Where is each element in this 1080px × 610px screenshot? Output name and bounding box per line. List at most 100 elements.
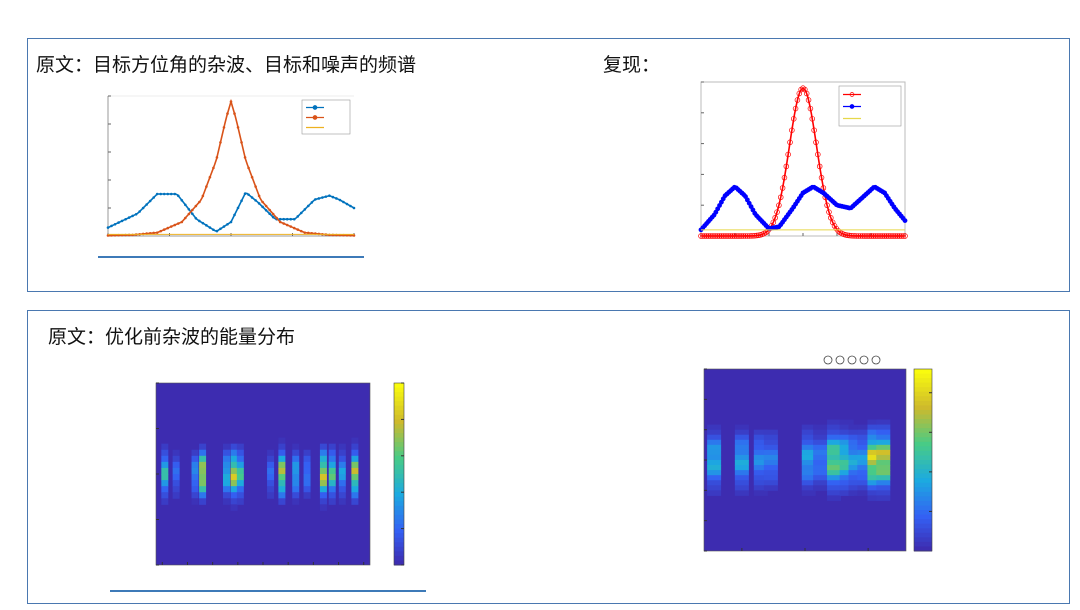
data-point-target [236, 206, 240, 210]
colorbar-step [914, 387, 932, 393]
top-panel: 原文：目标方位角的杂波、目标和噪声的频谱 复现： [27, 38, 1070, 292]
colorbar-step [394, 474, 404, 480]
data-point-target [779, 185, 786, 191]
heatmap-cell [236, 498, 244, 505]
colorbar-step [914, 496, 932, 502]
heatmap-cell [876, 444, 891, 451]
data-point-target [714, 233, 721, 239]
heatmap-cell [172, 449, 180, 457]
colorbar-step [914, 546, 932, 552]
data-point-target [166, 192, 170, 196]
heatmap-cell [839, 419, 854, 426]
heatmap-cell [876, 480, 891, 486]
orig-heatmap-heading: 原文：优化前杂波的能量分布 [48, 326, 296, 348]
heatmap-cell [230, 455, 238, 463]
heatmap-cell [199, 461, 207, 469]
colorbar-step [914, 482, 932, 488]
orig-spectra-chart [106, 95, 356, 237]
zoom-out-icon[interactable] [859, 355, 869, 365]
heatmap-cell [753, 444, 768, 451]
heatmap-cell [839, 460, 854, 466]
data-point-target [876, 233, 882, 239]
colorbar-step [914, 437, 932, 443]
heatmap-cell [191, 449, 199, 457]
data-point-target [753, 232, 760, 239]
data-point-target [247, 193, 250, 196]
brush-icon[interactable] [823, 355, 833, 365]
colorbar-step [914, 460, 932, 466]
data-point-target [859, 233, 866, 239]
legend-swatch-marker [312, 105, 318, 110]
legend-swatch-marker [312, 115, 318, 120]
data-point-target [219, 227, 222, 231]
data-point-target [789, 127, 795, 133]
data-point-target [881, 233, 888, 239]
heatmap-cell [292, 443, 300, 451]
colorbar-step [394, 469, 404, 475]
data-point-target [872, 233, 879, 239]
heatmap-cell [848, 424, 863, 431]
data-point-target [792, 105, 799, 112]
heatmap-cell [161, 455, 169, 463]
heatmap-cell [839, 429, 854, 436]
heatmap-cell [827, 480, 842, 486]
hand-pan-icon[interactable] [835, 355, 845, 365]
data-point-target [894, 233, 901, 239]
data-point-clutter [264, 204, 268, 208]
heatmap-cell [876, 470, 891, 476]
heatmap-cell [292, 498, 300, 505]
data-point-target [120, 219, 124, 223]
data-point-target [787, 139, 793, 146]
heatmap-cell [191, 498, 199, 505]
data-point-target [735, 233, 741, 239]
data-point-clutter [282, 222, 286, 225]
heatmap-cell [351, 467, 359, 475]
data-point-target [785, 151, 791, 158]
heatmap-cell [161, 474, 169, 481]
data-point-clutter [215, 156, 219, 159]
colorbar-step [914, 369, 932, 375]
heatmap-cell [199, 467, 207, 475]
data-point-target [846, 232, 853, 239]
heatmap-cell [707, 454, 722, 461]
heatmap-cell [338, 474, 346, 481]
data-point-target [352, 206, 356, 210]
heatmap-cell [734, 439, 749, 446]
data-point-target [731, 233, 738, 239]
heatmap-cell [813, 449, 828, 456]
data-point-clutter [184, 216, 187, 220]
data-point-target [264, 208, 268, 212]
home-icon[interactable] [871, 355, 881, 365]
data-point-target [874, 233, 880, 239]
heatmap-cell [848, 470, 863, 476]
data-point-clutter [303, 231, 307, 234]
heatmap-cell [848, 449, 863, 456]
data-point-target [338, 198, 342, 202]
colorbar-step [394, 442, 404, 448]
orig-heatmap-underline [110, 590, 426, 592]
heatmap-cell [199, 480, 207, 487]
data-point-target [752, 232, 758, 239]
heatmap-cell [763, 485, 778, 491]
heatmap-cell [328, 492, 336, 499]
data-point-target [748, 233, 754, 239]
colorbar-step [914, 469, 932, 475]
zoom-in-icon[interactable] [847, 355, 857, 365]
data-point-target [187, 208, 191, 211]
data-point-target [169, 192, 173, 196]
data-point-target [194, 217, 198, 220]
data-point-clutter [254, 185, 257, 188]
heatmap-cell [763, 454, 778, 461]
heatmap-cell [753, 490, 768, 496]
heatmap-cell [707, 465, 722, 471]
heatmap-cell [734, 444, 749, 451]
heatmap-cell [867, 485, 882, 491]
heatmap-cell [230, 467, 238, 475]
data-point-target [879, 233, 886, 239]
heatmap-cell [867, 444, 882, 451]
heatmap-cell [734, 475, 749, 481]
data-point-clutter [250, 175, 254, 179]
heatmap-cell [763, 449, 778, 456]
heatmap-cell [199, 498, 207, 505]
data-point-clutter [247, 166, 250, 170]
